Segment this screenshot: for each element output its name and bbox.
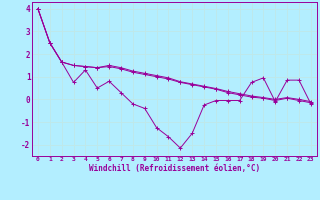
X-axis label: Windchill (Refroidissement éolien,°C): Windchill (Refroidissement éolien,°C) bbox=[89, 164, 260, 173]
